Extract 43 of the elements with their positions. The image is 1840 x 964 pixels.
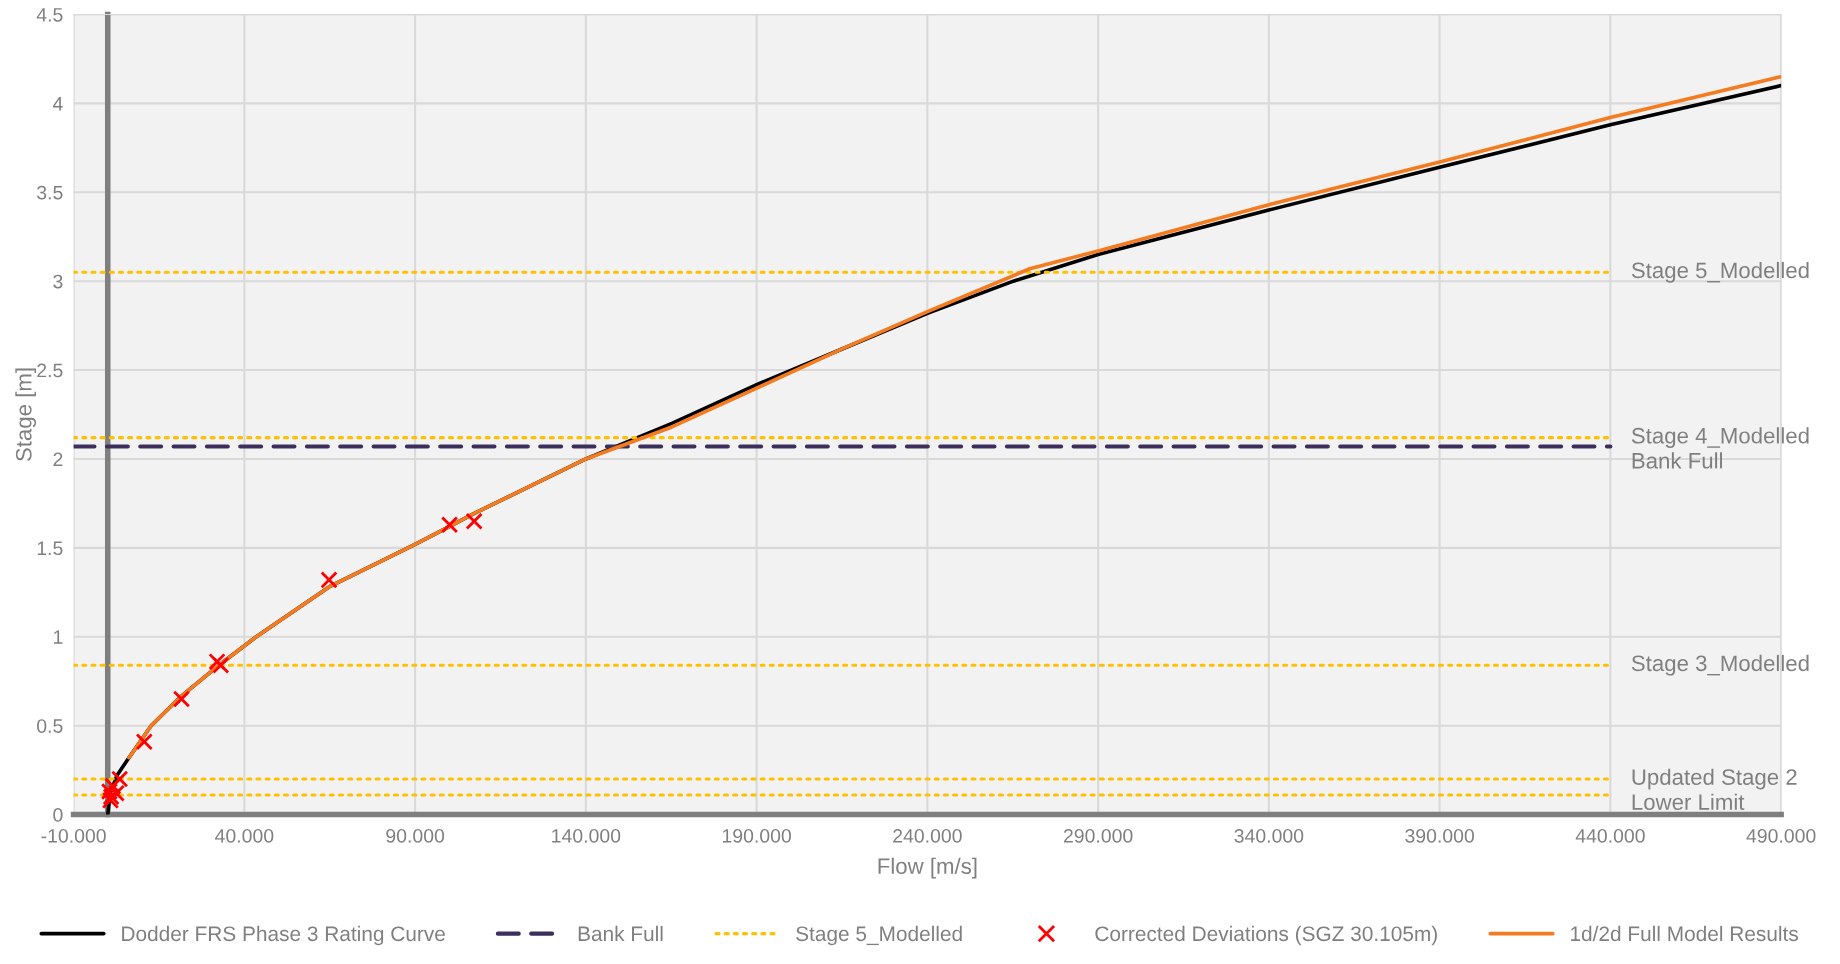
point xyxy=(465,512,483,530)
x-tick-label: 390.000 xyxy=(1405,828,1474,843)
point xyxy=(111,770,129,788)
annotation: Updated Stage 2 xyxy=(1632,768,1797,790)
legend-label: Stage 5_Modelled xyxy=(796,925,962,946)
x-axis-title: Flow [m/s] xyxy=(878,857,977,879)
legend-label: Dodder FRS Phase 3 Rating Curve xyxy=(122,925,445,946)
legend-label: Corrected Deviations (SGZ 30.105m) xyxy=(1095,925,1437,946)
y-tick-label: 1 xyxy=(53,630,63,644)
y-tick-label: 2.5 xyxy=(37,363,63,378)
y-tick-label: 3.5 xyxy=(37,185,63,200)
y-tick-label: 1.5 xyxy=(37,541,63,556)
y-tick-label: 0 xyxy=(53,808,63,822)
annotation: Stage 4_Modelled xyxy=(1631,427,1809,448)
x-tick-label: -10.000 xyxy=(41,828,106,843)
legend-label: 1d/2d Full Model Results xyxy=(1571,925,1798,942)
x-tick-label: 140.000 xyxy=(552,828,621,843)
point xyxy=(172,690,191,708)
point xyxy=(208,652,226,671)
y-axis-title: Stage [m] xyxy=(15,368,37,462)
annotation: Lower Limit xyxy=(1632,793,1745,810)
x-tick-label: 440.000 xyxy=(1575,828,1645,843)
x-tick-label: 90.000 xyxy=(386,828,445,843)
point xyxy=(320,571,338,589)
y-tick-label: 4 xyxy=(52,97,63,111)
point xyxy=(212,656,230,674)
point xyxy=(101,791,120,810)
x-tick-label: 490.000 xyxy=(1746,828,1816,843)
point xyxy=(440,516,459,534)
legend-label: Bank Full xyxy=(578,925,663,942)
x-tick-label: 190.000 xyxy=(722,828,791,843)
x-tick-label: 290.000 xyxy=(1063,828,1133,843)
y-tick-label: 2 xyxy=(53,452,63,467)
point xyxy=(135,733,153,751)
y-tick-label: 0.5 xyxy=(37,719,63,733)
x-tick-label: 340.000 xyxy=(1234,828,1304,843)
y-tick-label: 4.5 xyxy=(36,8,63,22)
x-tick-label: 240.000 xyxy=(893,828,962,843)
annotation: Stage 3_Modelled xyxy=(1631,654,1809,676)
annotation: Bank Full xyxy=(1632,452,1722,469)
x-tick-label: 40.000 xyxy=(215,828,274,843)
y-tick-label: 3 xyxy=(53,274,63,289)
annotation: Stage 5_Modelled xyxy=(1631,261,1809,283)
